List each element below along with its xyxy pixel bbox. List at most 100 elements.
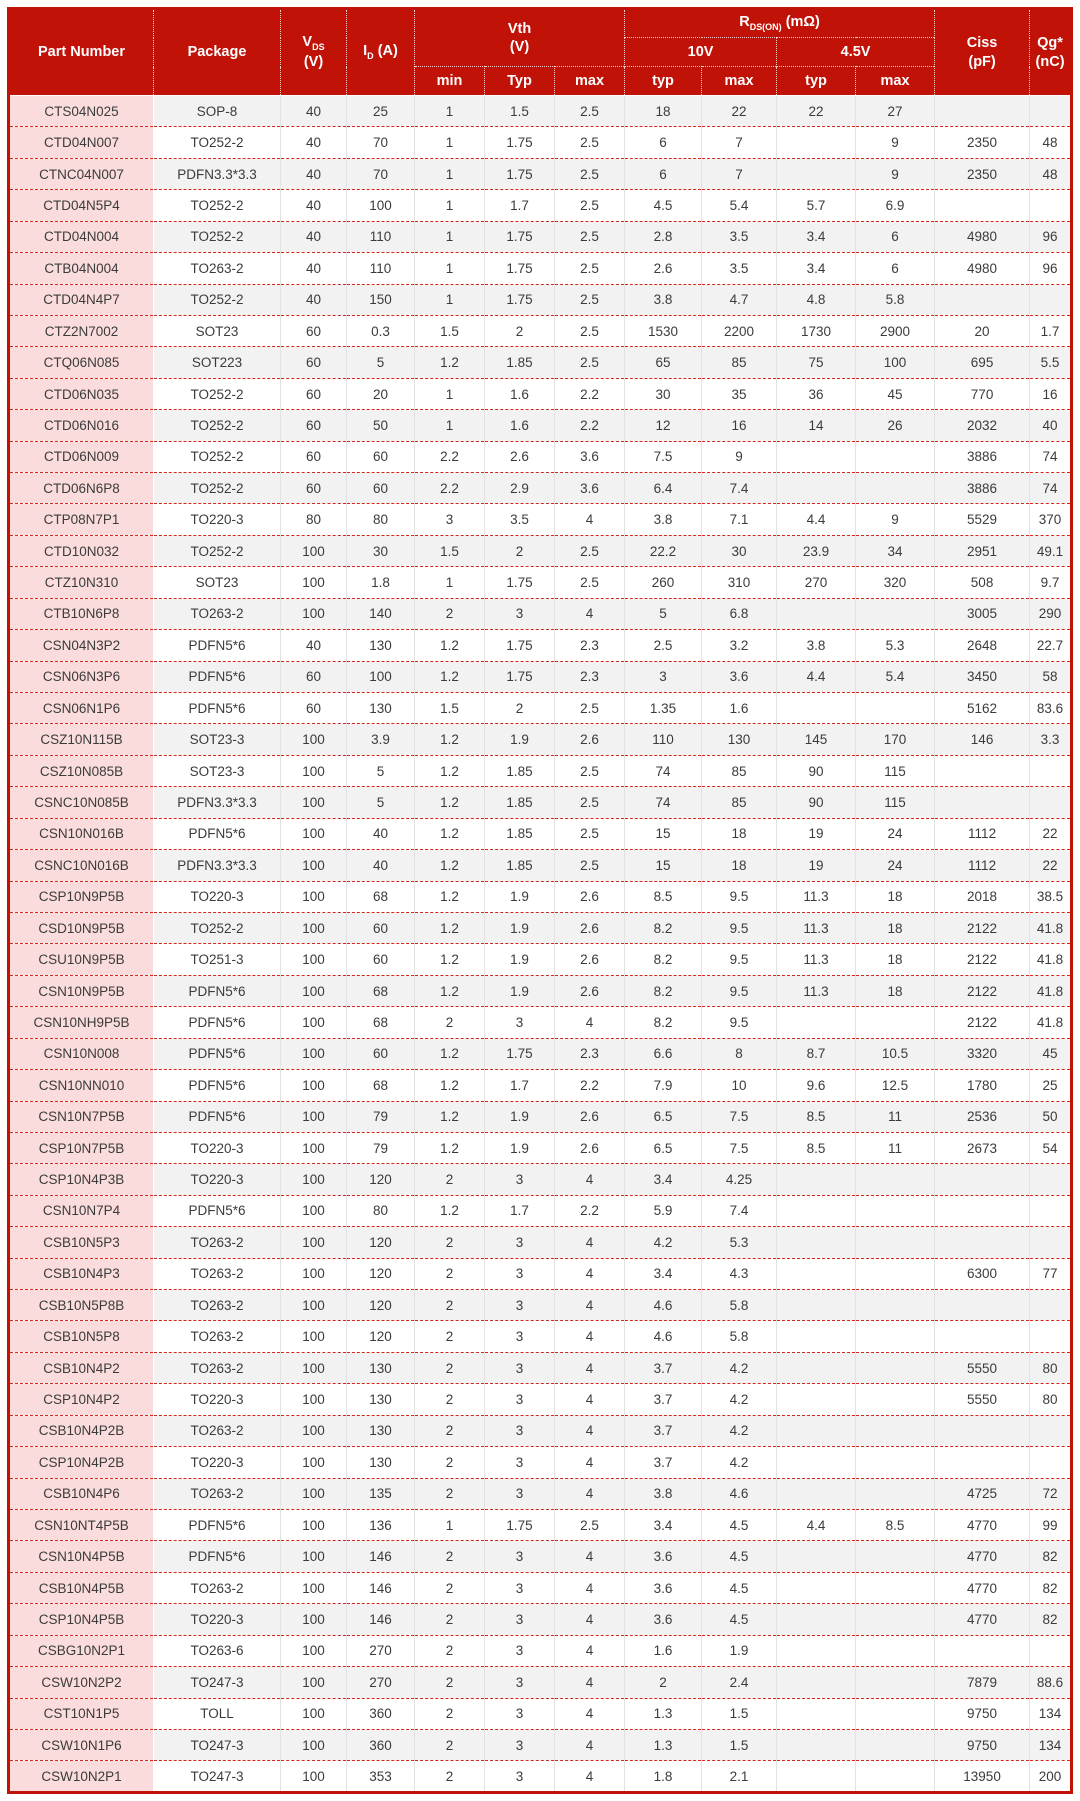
data-cell: SOT23-3 [153, 723, 281, 756]
data-cell [855, 597, 935, 630]
data-cell [776, 1540, 856, 1573]
part-number-cell: CSB10N4P5B [8, 1571, 154, 1604]
id-symbol: I [363, 43, 368, 60]
data-cell: 2018 [934, 880, 1030, 913]
data-cell: 79 [346, 1100, 415, 1133]
data-cell: 13950 [934, 1760, 1030, 1793]
data-cell: 1.8 [346, 566, 415, 599]
data-cell: TO263-2 [153, 1257, 281, 1290]
data-cell [855, 1226, 935, 1259]
data-cell: 8.5 [624, 880, 702, 913]
data-cell [776, 1477, 856, 1510]
data-cell: 3 [484, 597, 555, 630]
data-cell: TO220-3 [153, 1603, 281, 1636]
data-cell: 74 [624, 786, 702, 819]
data-cell: 3 [484, 1257, 555, 1290]
data-cell: 134 [1029, 1697, 1072, 1730]
data-cell [855, 472, 935, 504]
col-header-rdson: RDS(ON) (mΩ) [624, 8, 936, 38]
data-cell: 75 [776, 346, 856, 379]
data-cell: 4 [553, 503, 625, 536]
data-cell: 2.6 [484, 440, 555, 473]
data-cell: 2.2 [553, 409, 625, 442]
data-cell [776, 1728, 856, 1761]
data-cell: 3.7 [624, 1351, 702, 1384]
part-number-cell: CSW10N1P6 [8, 1728, 154, 1761]
data-cell: 2.6 [553, 974, 625, 1007]
data-cell [855, 1351, 935, 1384]
data-cell: PDFN3.3*3.3 [153, 157, 281, 190]
data-cell: 5.8 [701, 1289, 777, 1321]
data-cell: 100 [280, 1697, 347, 1730]
table-row: CTD06N016 TO252-2 60 50 1 1.6 2.2 12 16 14 26 2032 4… [8, 409, 1072, 442]
data-cell: 2.6 [553, 880, 625, 913]
data-cell: 4 [553, 1006, 625, 1039]
data-cell: 41.8 [1029, 974, 1072, 1007]
data-cell: 5.7 [776, 189, 856, 222]
part-number-cell: CTB04N004 [8, 252, 154, 285]
data-cell: 2 [414, 1571, 485, 1604]
table-row: CTB10N6P8 TO263-2 100 140 2 3 4 5 6.8 3005 290 [8, 597, 1072, 630]
table-body: CTS04N025 SOP-8 40 25 1 1.5 2.5 18 22 22 27 CTD04N0… [8, 94, 1072, 1793]
mosfet-selection-table: Part Number Package VDS (V) ID (A) Vth (… [7, 7, 1073, 1794]
data-cell: 60 [280, 660, 347, 693]
data-cell [1029, 94, 1072, 127]
data-cell: 2900 [855, 314, 935, 347]
col-header-rdson-4v5-typ: typ [776, 66, 857, 96]
data-cell: 80 [346, 1194, 415, 1227]
table-row: CTD06N009 TO252-2 60 60 2.2 2.6 3.6 7.5 9 3886 74 [8, 440, 1072, 473]
data-cell: 3.8 [624, 283, 702, 316]
data-cell: TO263-2 [153, 1571, 281, 1604]
table-row: CSP10N9P5B TO220-3 100 68 1.2 1.9 2.6 8.5 9.5 11.… [8, 880, 1072, 913]
data-cell: TO252-2 [153, 189, 281, 222]
data-cell: 4 [553, 1760, 625, 1793]
table-row: CSN10N7P4 PDFN5*6 100 80 1.2 1.7 2.2 5.9 7.4 [8, 1194, 1072, 1227]
data-cell: 18 [855, 974, 935, 1007]
data-cell: 4 [553, 1477, 625, 1510]
data-cell: 100 [280, 1666, 347, 1699]
data-cell: TO252-2 [153, 377, 281, 410]
part-number-cell: CSN10NN010 [8, 1069, 154, 1101]
data-cell [934, 1289, 1030, 1321]
part-number-cell: CSB10N4P3 [8, 1257, 154, 1290]
data-cell: 22 [776, 94, 856, 127]
data-cell: 2.5 [553, 283, 625, 316]
data-cell: 1.6 [701, 692, 777, 724]
data-cell: 3 [484, 1320, 555, 1353]
data-cell: 100 [280, 1540, 347, 1573]
data-cell: 2.4 [701, 1666, 777, 1699]
data-cell: 100 [280, 849, 347, 882]
data-cell: 270 [776, 566, 856, 599]
col-header-part-number: Part Number [8, 8, 154, 96]
data-cell: 3 [484, 1446, 555, 1479]
data-cell: 7.4 [701, 472, 777, 504]
data-cell: 100 [280, 1320, 347, 1353]
data-cell: 15 [624, 849, 702, 882]
data-cell: 4 [553, 1697, 625, 1730]
table-row: CSB10N4P3 TO263-2 100 120 2 3 4 3.4 4.3 6300 77 [8, 1257, 1072, 1290]
data-cell [934, 1320, 1030, 1353]
data-cell: 120 [346, 1257, 415, 1290]
table-row: CSZ10N085B SOT23-3 100 5 1.2 1.85 2.5 74 85 90 115 [8, 754, 1072, 787]
data-cell: 260 [624, 566, 702, 599]
data-cell: 1.75 [484, 220, 555, 253]
data-cell [776, 1446, 856, 1479]
data-cell: 2 [414, 1163, 485, 1196]
data-cell: 1.9 [701, 1634, 777, 1667]
data-cell: 3.4 [776, 220, 856, 253]
data-cell [776, 1351, 856, 1384]
data-cell: 3 [484, 1414, 555, 1447]
data-cell: 40 [280, 157, 347, 190]
data-cell: TO252-2 [153, 911, 281, 944]
data-cell: PDFN3.3*3.3 [153, 849, 281, 882]
part-number-cell: CTD06N016 [8, 409, 154, 442]
part-number-cell: CTD06N009 [8, 440, 154, 473]
data-cell: 2032 [934, 409, 1030, 442]
data-cell: 120 [346, 1320, 415, 1353]
data-cell: 3.6 [553, 440, 625, 473]
data-cell: TO263-2 [153, 1289, 281, 1321]
data-cell: 2 [414, 1383, 485, 1416]
data-cell: 4.2 [701, 1414, 777, 1447]
data-cell: 2 [414, 1414, 485, 1447]
part-number-cell: CSP10N4P2 [8, 1383, 154, 1416]
